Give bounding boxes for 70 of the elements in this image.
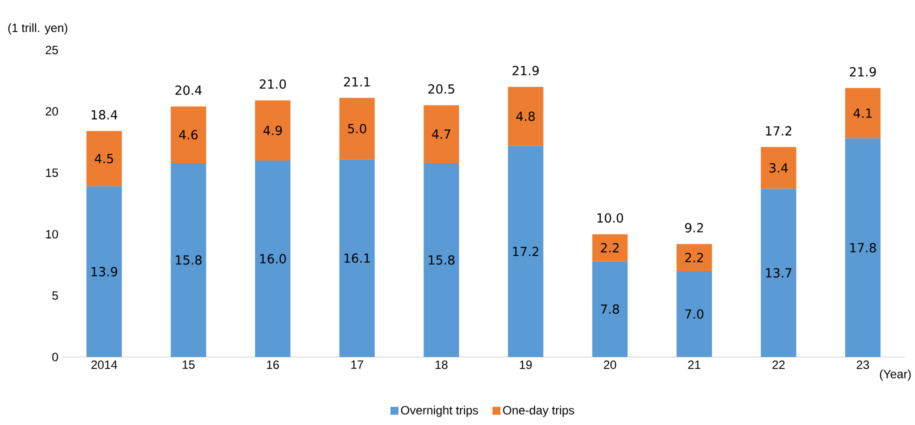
data-label: 5.0 — [348, 124, 366, 134]
bar — [339, 159, 375, 357]
data-label: 4.8 — [516, 112, 535, 122]
y-tick-label: 20 — [46, 107, 58, 116]
data-label: 7.8 — [601, 304, 620, 314]
y-tick-label: 15 — [46, 168, 58, 177]
total-label: 20.4 — [175, 85, 202, 95]
bar — [592, 261, 628, 357]
total-label: 18.4 — [92, 110, 118, 120]
x-tick-label: 19 — [520, 360, 532, 370]
bar — [508, 146, 544, 357]
x-tick-label: 17 — [351, 360, 364, 369]
x-tick-label: 15 — [182, 360, 195, 369]
bar — [676, 271, 712, 357]
data-label: 13.9 — [92, 266, 118, 276]
total-label: 21.0 — [260, 79, 286, 89]
data-label: 7.0 — [685, 309, 704, 319]
total-label: 21.9 — [850, 67, 876, 77]
y-tick-label: 5 — [52, 291, 58, 300]
x-tick-label: 18 — [436, 360, 448, 370]
data-label: 3.4 — [770, 163, 788, 173]
bar — [255, 160, 290, 357]
data-label: 2.2 — [685, 252, 703, 262]
data-label: 15.8 — [176, 255, 202, 265]
total-label: 21.9 — [512, 66, 539, 76]
y-tick-label: 10 — [46, 230, 58, 238]
bar — [760, 147, 796, 189]
data-label: 16.1 — [344, 253, 370, 263]
data-label: 2.2 — [600, 243, 619, 252]
bar — [592, 234, 628, 262]
bar — [845, 138, 881, 357]
bar — [170, 162, 206, 357]
total-label: 9.2 — [685, 223, 703, 232]
y-tick-label: 0 — [52, 352, 58, 362]
total-label: 10.0 — [597, 213, 624, 223]
bar — [86, 186, 122, 357]
bar — [339, 98, 375, 160]
data-label: 17.2 — [513, 246, 538, 256]
data-label: 15.8 — [428, 255, 454, 265]
x-axis-title: (Year) — [880, 370, 911, 381]
data-label: 16.0 — [260, 254, 286, 264]
bar — [255, 100, 290, 161]
bar — [760, 188, 796, 357]
data-label: 4.5 — [94, 154, 113, 164]
total-label: 21.1 — [344, 77, 370, 86]
data-label: 13.7 — [766, 268, 792, 278]
x-tick-label: 2014 — [91, 360, 118, 370]
x-tick-label: 21 — [688, 360, 700, 369]
data-label: 17.8 — [850, 242, 876, 252]
y-tick-label: 25 — [46, 46, 58, 54]
bar — [424, 105, 460, 163]
bar — [424, 162, 460, 357]
bar — [845, 88, 881, 138]
data-label: 4.1 — [854, 108, 872, 118]
x-tick-label: 20 — [604, 360, 616, 370]
data-label: 4.6 — [179, 130, 198, 140]
total-label: 20.5 — [428, 84, 454, 94]
x-tick-label: 16 — [266, 360, 279, 370]
total-label: 17.2 — [766, 126, 792, 136]
data-label: 4.7 — [432, 130, 450, 139]
bar — [86, 131, 122, 186]
x-tick-label: 23 — [856, 360, 869, 370]
legend-label: One-day trips — [503, 406, 574, 417]
bar — [508, 86, 544, 146]
x-tick-label: 22 — [772, 360, 785, 369]
data-label: 4.9 — [263, 126, 282, 136]
bar — [676, 244, 712, 272]
legend-label: Overnight trips — [401, 406, 478, 417]
bar — [170, 106, 206, 163]
y-axis-title: (1 trill. yen) — [8, 23, 68, 34]
